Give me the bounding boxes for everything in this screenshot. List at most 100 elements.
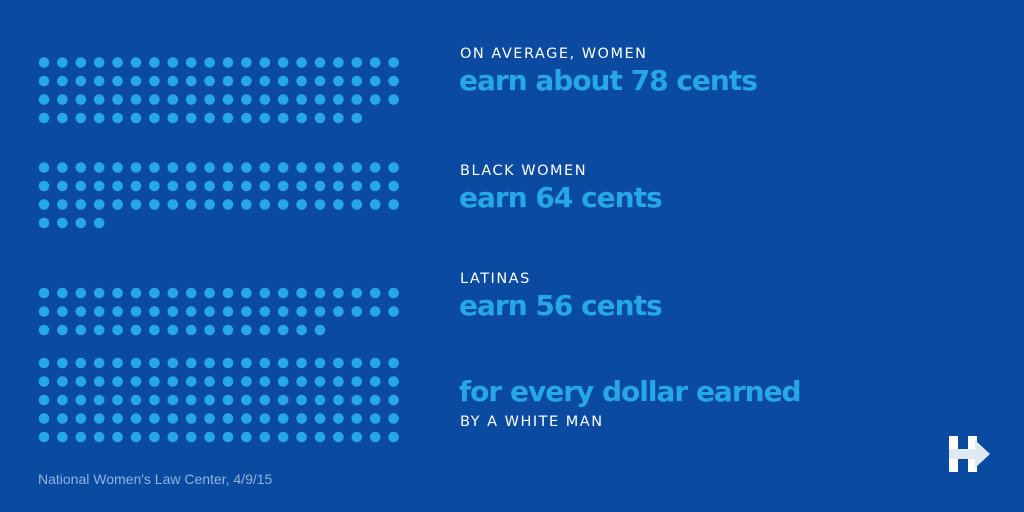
dot-women-26 bbox=[130, 75, 142, 87]
dot-black_women-63 bbox=[75, 217, 87, 229]
dot-women-12 bbox=[241, 57, 252, 68]
dot-black_women-6 bbox=[130, 162, 142, 173]
dot-black_women-12 bbox=[241, 162, 252, 173]
dot-women-76 bbox=[314, 112, 326, 124]
dot-black_women-54 bbox=[277, 199, 289, 210]
dot-white_man-17 bbox=[333, 357, 344, 369]
dot-white_man-66 bbox=[130, 413, 142, 424]
dot-women-24 bbox=[93, 75, 105, 87]
dot-white_man-20 bbox=[388, 357, 399, 369]
dot-women-5 bbox=[112, 57, 123, 68]
dot-white_man-13 bbox=[259, 357, 271, 369]
logo-arrow bbox=[949, 440, 990, 468]
dot-white_man-27 bbox=[149, 376, 160, 387]
dot-white_man-86 bbox=[130, 431, 142, 443]
dot-black_women-4 bbox=[93, 162, 105, 173]
dot-latinas-17 bbox=[333, 287, 344, 299]
dot-white_man-87 bbox=[149, 431, 160, 443]
dot-white_man-38 bbox=[351, 376, 363, 387]
dot-white_man-68 bbox=[167, 413, 179, 424]
dot-women-34 bbox=[277, 75, 289, 87]
dot-white_man-52 bbox=[241, 394, 252, 406]
dot-latinas-24 bbox=[93, 306, 105, 317]
dot-women-17 bbox=[333, 57, 344, 68]
dot-women-73 bbox=[259, 112, 271, 124]
dot-white_man-42 bbox=[57, 394, 68, 406]
dot-latinas-41 bbox=[38, 324, 50, 336]
dot-white_man-3 bbox=[75, 357, 87, 369]
dot-women-57 bbox=[333, 94, 344, 105]
dot-women-3 bbox=[75, 57, 87, 68]
dot-white_man-31 bbox=[222, 376, 234, 387]
dot-white_man-71 bbox=[222, 413, 234, 424]
dot-black_women-32 bbox=[241, 180, 252, 192]
dot-women-59 bbox=[369, 94, 381, 105]
dot-white_man-18 bbox=[351, 357, 363, 369]
women-value: earn about 78 cents bbox=[459, 64, 758, 97]
dot-white_man-97 bbox=[333, 431, 344, 443]
dot-white_man-90 bbox=[204, 431, 215, 443]
dot-black_women-58 bbox=[351, 199, 363, 210]
dot-latinas-50 bbox=[204, 324, 215, 336]
dot-black_women-22 bbox=[57, 180, 68, 192]
dot-women-22 bbox=[57, 75, 68, 87]
dot-white_man-79 bbox=[369, 413, 381, 424]
dot-white_man-2 bbox=[57, 357, 68, 369]
dot-latinas-3 bbox=[75, 287, 87, 299]
dot-white_man-44 bbox=[93, 394, 105, 406]
dot-women-4 bbox=[93, 57, 105, 68]
dot-white_man-85 bbox=[112, 431, 123, 443]
dot-white_man-77 bbox=[333, 413, 344, 424]
dot-women-41 bbox=[38, 94, 50, 105]
black-women-value: earn 64 cents bbox=[459, 181, 663, 214]
dot-women-58 bbox=[351, 94, 363, 105]
dot-black_women-57 bbox=[333, 199, 344, 210]
dot-white_man-28 bbox=[167, 376, 179, 387]
dot-black_women-23 bbox=[75, 180, 87, 192]
dot-white_man-9 bbox=[185, 357, 197, 369]
dot-latinas-42 bbox=[57, 324, 68, 336]
dot-women-52 bbox=[241, 94, 252, 105]
dot-latinas-29 bbox=[185, 306, 197, 317]
dot-women-39 bbox=[369, 75, 381, 87]
dot-white_man-92 bbox=[241, 431, 252, 443]
dot-black_women-47 bbox=[149, 199, 160, 210]
dot-black_women-13 bbox=[259, 162, 271, 173]
dot-women-72 bbox=[241, 112, 252, 124]
dot-white_man-62 bbox=[57, 413, 68, 424]
dot-women-44 bbox=[93, 94, 105, 105]
dot-latinas-49 bbox=[185, 324, 197, 336]
dot-women-35 bbox=[296, 75, 307, 87]
dot-white_man-59 bbox=[369, 394, 381, 406]
dot-women-20 bbox=[388, 57, 399, 68]
dot-women-77 bbox=[333, 112, 344, 124]
dot-latinas-31 bbox=[222, 306, 234, 317]
dot-latinas-2 bbox=[57, 287, 68, 299]
dot-black_women-55 bbox=[296, 199, 307, 210]
dot-white_man-32 bbox=[241, 376, 252, 387]
dot-white_man-39 bbox=[369, 376, 381, 387]
dot-latinas-1 bbox=[38, 287, 50, 299]
dot-latinas-4 bbox=[93, 287, 105, 299]
dot-white_man-22 bbox=[57, 376, 68, 387]
dot-latinas-39 bbox=[369, 306, 381, 317]
dot-women-49 bbox=[185, 94, 197, 105]
dot-women-67 bbox=[149, 112, 160, 124]
dot-white_man-54 bbox=[277, 394, 289, 406]
dot-latinas-11 bbox=[222, 287, 234, 299]
dot-white_man-53 bbox=[259, 394, 271, 406]
dot-black_women-45 bbox=[112, 199, 123, 210]
dot-black_women-37 bbox=[333, 180, 344, 192]
dot-women-43 bbox=[75, 94, 87, 105]
dot-white_man-49 bbox=[185, 394, 197, 406]
h-arrow-logo-icon bbox=[949, 436, 990, 472]
dot-women-71 bbox=[222, 112, 234, 124]
dot-latinas-35 bbox=[296, 306, 307, 317]
dot-white_man-16 bbox=[314, 357, 326, 369]
dot-group-latinas bbox=[38, 287, 399, 336]
dot-latinas-43 bbox=[75, 324, 87, 336]
dot-women-28 bbox=[167, 75, 179, 87]
dot-latinas-36 bbox=[314, 306, 326, 317]
dot-white_man-4 bbox=[93, 357, 105, 369]
dot-white_man-91 bbox=[222, 431, 234, 443]
